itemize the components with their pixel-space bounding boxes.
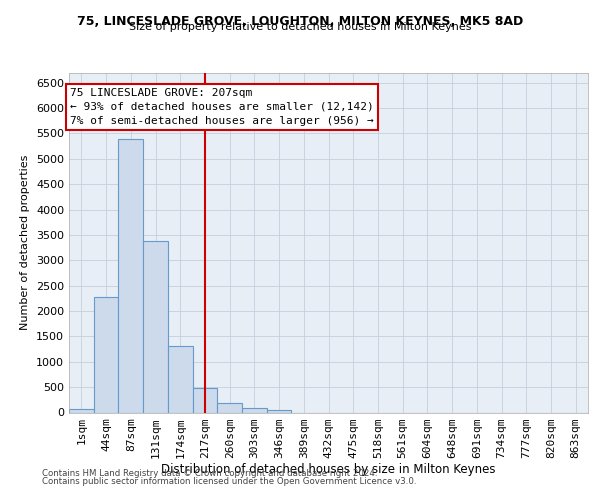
Bar [143, 242, 168, 412]
X-axis label: Distribution of detached houses by size in Milton Keynes: Distribution of detached houses by size … [161, 464, 496, 476]
Text: 75 LINCESLADE GROVE: 207sqm
← 93% of detached houses are smaller (12,142)
7% of : 75 LINCESLADE GROVE: 207sqm ← 93% of det… [70, 88, 374, 126]
Bar [168, 346, 193, 412]
Text: 75, LINCESLADE GROVE, LOUGHTON, MILTON KEYNES, MK5 8AD: 75, LINCESLADE GROVE, LOUGHTON, MILTON K… [77, 15, 523, 28]
Bar [69, 408, 94, 412]
Bar [217, 403, 242, 412]
Y-axis label: Number of detached properties: Number of detached properties [20, 155, 31, 330]
Text: Contains HM Land Registry data © Crown copyright and database right 2024.: Contains HM Land Registry data © Crown c… [42, 468, 377, 477]
Bar [193, 388, 217, 412]
Bar [267, 410, 292, 412]
Bar [242, 408, 267, 412]
Bar [118, 140, 143, 412]
Bar [94, 297, 118, 412]
Text: Contains public sector information licensed under the Open Government Licence v3: Contains public sector information licen… [42, 477, 416, 486]
Text: Size of property relative to detached houses in Milton Keynes: Size of property relative to detached ho… [129, 22, 471, 32]
